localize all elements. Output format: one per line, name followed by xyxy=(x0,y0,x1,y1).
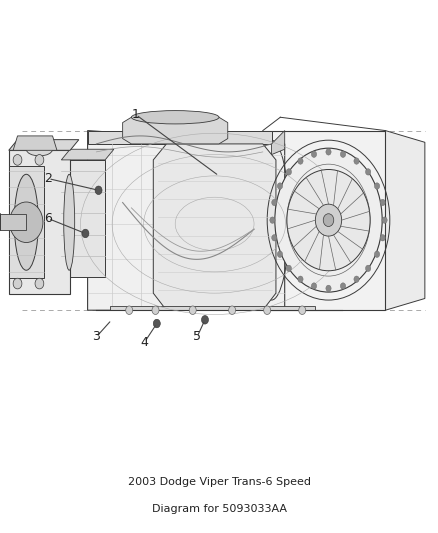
Ellipse shape xyxy=(64,174,74,270)
Polygon shape xyxy=(110,306,315,310)
Circle shape xyxy=(277,251,283,257)
Circle shape xyxy=(380,199,385,206)
Circle shape xyxy=(286,168,291,175)
Circle shape xyxy=(277,183,283,189)
Text: 2: 2 xyxy=(44,172,52,185)
Circle shape xyxy=(272,199,277,206)
Circle shape xyxy=(323,214,334,227)
Circle shape xyxy=(382,217,387,223)
Circle shape xyxy=(298,276,303,282)
Circle shape xyxy=(82,229,89,238)
Circle shape xyxy=(354,276,359,282)
Polygon shape xyxy=(61,160,105,277)
Polygon shape xyxy=(272,131,285,155)
Text: 3: 3 xyxy=(92,330,100,343)
Polygon shape xyxy=(88,131,272,144)
Polygon shape xyxy=(9,140,79,150)
Circle shape xyxy=(10,202,43,243)
Circle shape xyxy=(366,265,371,272)
Circle shape xyxy=(298,158,303,164)
Circle shape xyxy=(340,151,346,157)
Ellipse shape xyxy=(14,174,38,270)
Circle shape xyxy=(374,183,380,189)
Circle shape xyxy=(286,265,291,272)
Circle shape xyxy=(153,319,160,328)
Circle shape xyxy=(299,306,306,314)
Circle shape xyxy=(311,151,317,157)
Circle shape xyxy=(315,204,342,236)
Circle shape xyxy=(189,306,196,314)
Circle shape xyxy=(229,306,236,314)
Polygon shape xyxy=(385,131,425,310)
Polygon shape xyxy=(88,131,285,310)
Ellipse shape xyxy=(275,148,382,292)
Circle shape xyxy=(366,168,371,175)
Polygon shape xyxy=(0,214,26,230)
Circle shape xyxy=(287,169,370,271)
Text: 4: 4 xyxy=(141,336,148,349)
Ellipse shape xyxy=(131,110,219,124)
Circle shape xyxy=(354,158,359,164)
Circle shape xyxy=(270,217,275,223)
Circle shape xyxy=(340,283,346,289)
Polygon shape xyxy=(153,144,276,310)
Circle shape xyxy=(264,306,271,314)
Circle shape xyxy=(152,306,159,314)
Text: Diagram for 5093033AA: Diagram for 5093033AA xyxy=(152,504,286,514)
Circle shape xyxy=(272,235,277,241)
Polygon shape xyxy=(9,150,70,294)
Circle shape xyxy=(13,278,22,289)
Circle shape xyxy=(201,316,208,324)
Text: 2003 Dodge Viper Trans-6 Speed: 2003 Dodge Viper Trans-6 Speed xyxy=(127,478,311,487)
Polygon shape xyxy=(61,149,114,160)
Text: 1: 1 xyxy=(132,108,140,121)
Ellipse shape xyxy=(26,142,53,156)
Circle shape xyxy=(126,306,133,314)
Circle shape xyxy=(380,235,385,241)
Circle shape xyxy=(95,186,102,195)
Circle shape xyxy=(35,155,44,165)
Text: 5: 5 xyxy=(193,330,201,343)
Circle shape xyxy=(326,149,331,155)
Circle shape xyxy=(374,251,380,257)
Circle shape xyxy=(311,283,317,289)
Circle shape xyxy=(13,155,22,165)
Polygon shape xyxy=(9,166,44,278)
Polygon shape xyxy=(263,131,385,310)
Polygon shape xyxy=(123,117,228,144)
Text: 6: 6 xyxy=(44,212,52,225)
Circle shape xyxy=(35,278,44,289)
Polygon shape xyxy=(13,136,57,150)
Circle shape xyxy=(326,285,331,292)
